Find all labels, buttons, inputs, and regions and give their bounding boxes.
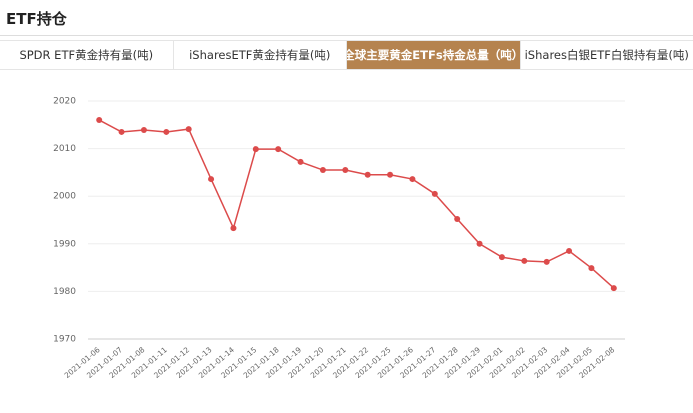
data-point (342, 167, 349, 174)
data-point (566, 247, 573, 254)
data-point (387, 171, 394, 178)
y-tick-label: 1990 (53, 239, 76, 249)
y-tick-label: 2000 (53, 192, 76, 202)
data-point (185, 126, 192, 133)
data-point (521, 257, 528, 264)
data-point (96, 117, 103, 124)
data-point (297, 158, 304, 165)
chart: 1970198019902000201020202021-01-062021-0… (53, 97, 625, 380)
data-point (140, 127, 147, 134)
data-point (543, 258, 550, 265)
data-point (252, 146, 259, 153)
data-point (319, 167, 326, 174)
data-point (498, 254, 505, 261)
tab[interactable]: iSharesETF黄金持有量(吨) (174, 41, 347, 69)
tab[interactable]: iShares白银ETF白银持有量(吨) (524, 48, 689, 62)
y-tick-label: 2010 (53, 144, 76, 154)
data-point (230, 225, 237, 232)
data-point (364, 171, 371, 178)
tab-active[interactable]: 全球主要黄金ETFs持金总量（吨） (347, 41, 521, 69)
data-point (275, 146, 282, 153)
data-point (409, 176, 416, 183)
series-line (98, 119, 615, 289)
y-tick-label: 1980 (53, 287, 76, 297)
data-point (208, 176, 215, 183)
data-point (118, 128, 125, 135)
data-point (610, 285, 617, 292)
tab[interactable]: SPDR ETF黄金持有量(吨) (0, 41, 174, 69)
data-point (163, 128, 170, 135)
y-tick-label: 2020 (53, 97, 76, 107)
y-tick-label: 1970 (53, 335, 76, 345)
page-title: ETF持仓 (6, 10, 67, 28)
divider (0, 35, 693, 36)
tab-bar: SPDR ETF黄金持有量(吨) iSharesETF黄金持有量(吨) 全球主要… (0, 40, 693, 70)
data-point (454, 216, 461, 223)
data-point (476, 240, 483, 247)
data-point (431, 190, 438, 197)
data-point (588, 265, 595, 272)
